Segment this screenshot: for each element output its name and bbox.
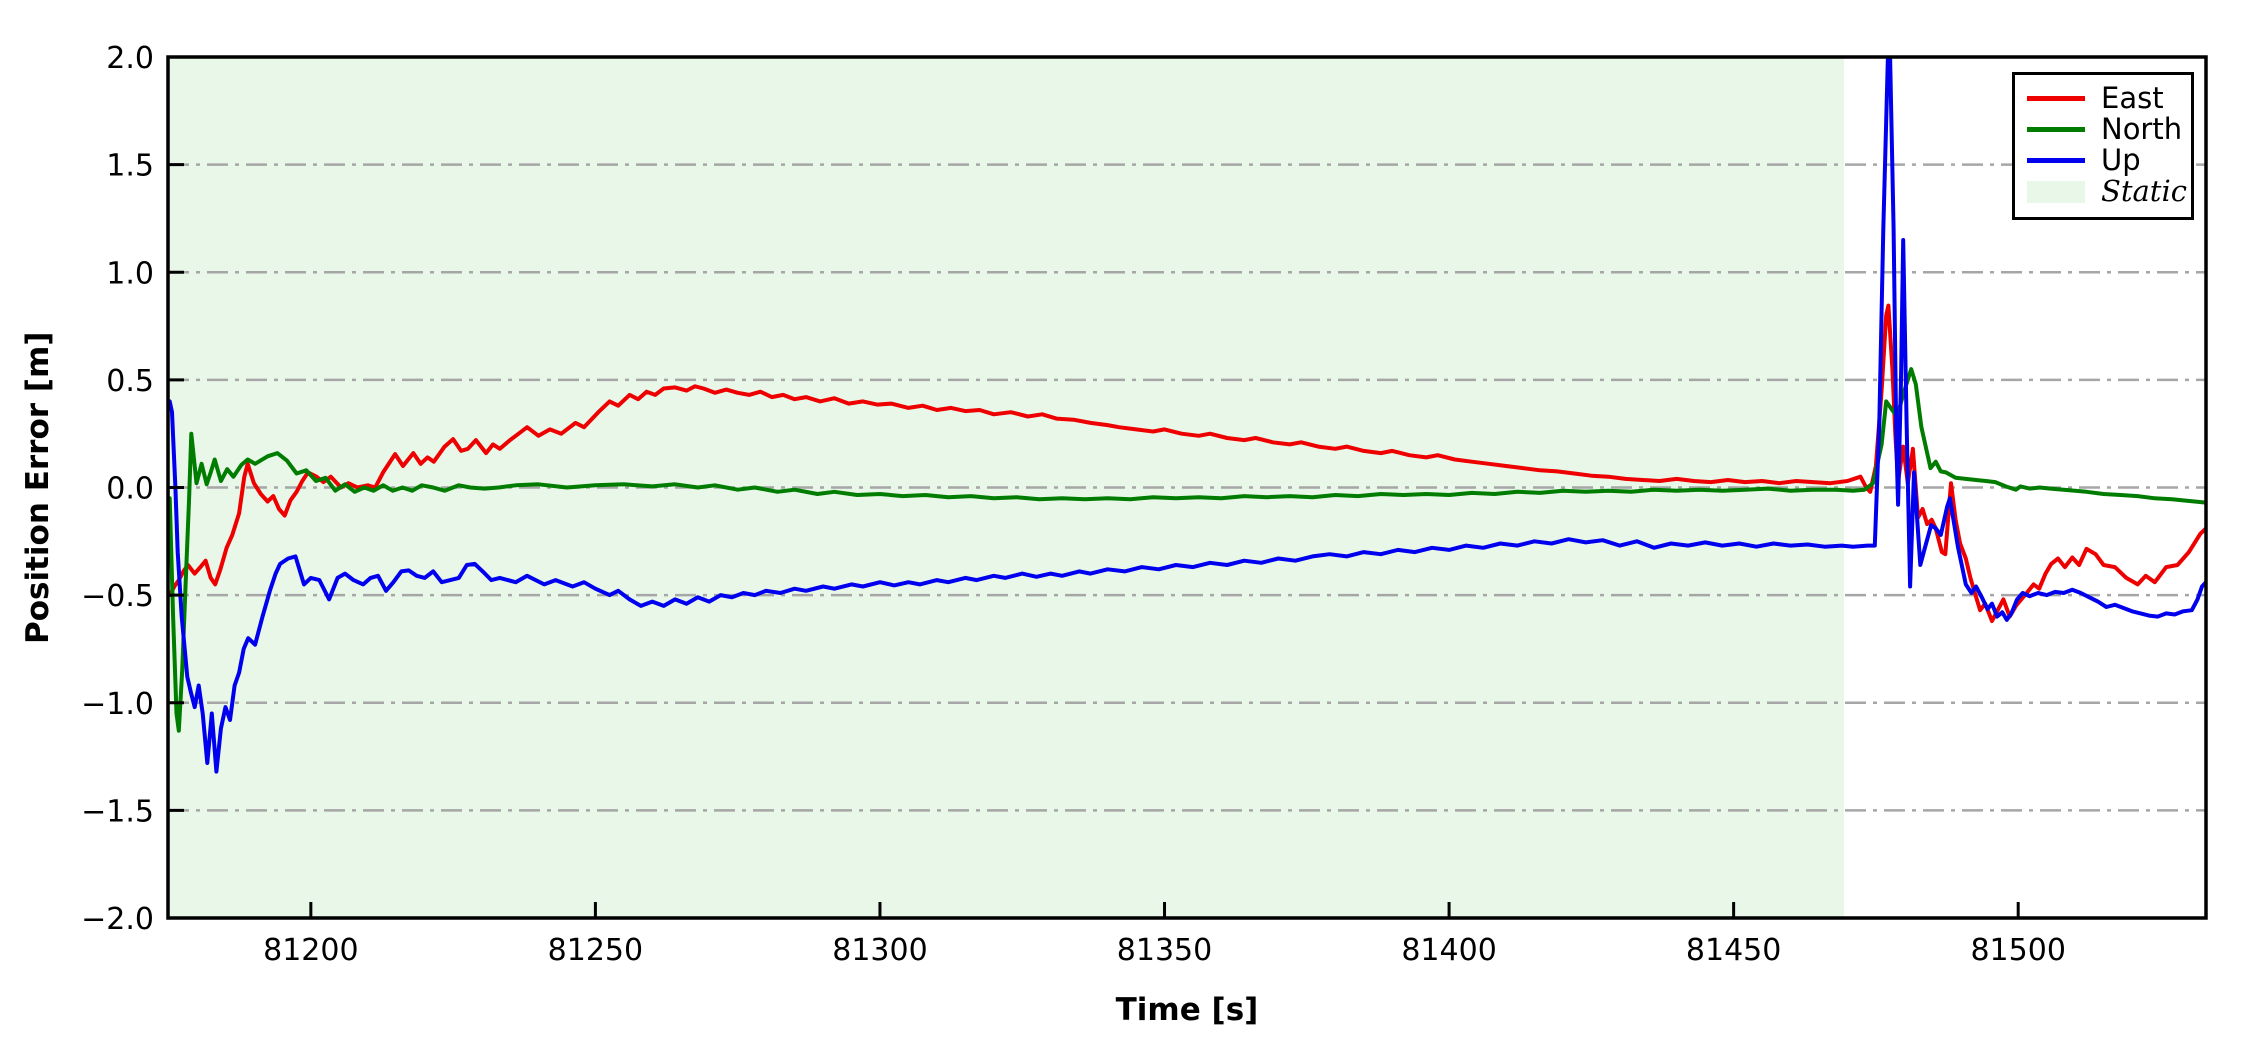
x-tick-label: 81350: [1117, 933, 1212, 968]
x-tick-label: 81250: [548, 933, 643, 968]
x-tick-label: 81450: [1686, 933, 1781, 968]
legend-label-up: Up: [2101, 143, 2141, 177]
legend-label-east: East: [2101, 81, 2164, 115]
x-tick-label: 81300: [832, 933, 927, 968]
y-tick-label: 1.0: [106, 256, 154, 291]
y-tick-label: 2.0: [106, 41, 154, 76]
up-line-swatch-icon: [2027, 158, 2085, 163]
y-tick-label: 0.5: [106, 364, 154, 399]
series-line-north: [168, 367, 2206, 733]
legend-item-north: North: [2027, 112, 2183, 146]
legend-item-east: East: [2027, 83, 2181, 114]
static-patch-swatch-icon: [2027, 180, 2085, 203]
x-tick-label: 81400: [1401, 933, 1496, 968]
x-tick-label: 81500: [1970, 933, 2065, 968]
legend-item-static: Static: [2027, 176, 2187, 207]
legend: East North Up Static: [2012, 72, 2194, 220]
y-tick-label: −0.5: [81, 579, 154, 614]
series-line-up: [168, 57, 2206, 774]
legend-label-north: North: [2101, 112, 2183, 146]
east-line-swatch-icon: [2027, 96, 2085, 101]
y-axis-label: Position Error [m]: [20, 331, 56, 644]
y-tick-label: 1.5: [106, 149, 154, 184]
y-tick-label: −1.0: [81, 687, 154, 722]
y-tick-label: −2.0: [81, 902, 154, 937]
legend-item-up: Up: [2027, 145, 2181, 176]
north-line-swatch-icon: [2027, 127, 2085, 132]
y-tick-label: 0.0: [106, 472, 154, 507]
x-axis-label: Time [s]: [1115, 992, 1259, 1028]
x-tick-label: 81200: [263, 933, 358, 968]
legend-label-static: Static: [2101, 174, 2187, 208]
y-tick-label: −1.5: [81, 794, 154, 829]
